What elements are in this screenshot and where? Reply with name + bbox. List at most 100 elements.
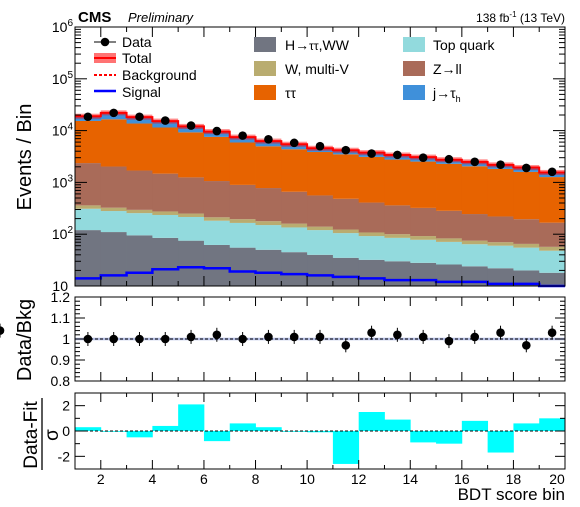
ratio-axes: 0.8 0.9 1 1.1 1.2 (51, 289, 566, 389)
stack-bar-s2-bin10 (307, 226, 334, 231)
stack-bar-s1-bin15 (436, 241, 463, 265)
stack-bar-s4-bin7 (229, 142, 256, 185)
ratio-y-tick-label: 1.2 (51, 289, 71, 305)
stack-bar-s1-bin12 (358, 236, 385, 260)
main-y-tick-label: 104 (52, 122, 74, 139)
stack-bar-s4-bin5 (178, 132, 205, 178)
pull-y-tick-label: 0 (62, 423, 70, 439)
legend-total-label: Total (122, 50, 152, 66)
legend-jtau-prefix: j→ (432, 85, 450, 101)
stack-bar-s0-bin11 (332, 257, 360, 286)
stack-bar-s2-bin15 (436, 238, 463, 242)
ratio-point-bin20 (0, 326, 5, 335)
stack-bar-s1-bin2 (100, 211, 127, 233)
ratio-plot (0, 323, 565, 353)
pull-bar-bin2 (100, 431, 127, 432)
data-point-bin2 (109, 108, 118, 118)
x-tick-label: 14 (402, 471, 418, 487)
stack-bar-s3-bin6 (203, 181, 231, 218)
pull-axes: -2 0 2 2 4 6 8 10 12 14 16 18 20 (58, 392, 566, 487)
stack-bar-s2-bin2 (100, 207, 127, 212)
data-point-bin16 (470, 157, 480, 167)
stack-bar-s2-bin19 (539, 246, 566, 251)
pull-bar-bin11 (332, 431, 360, 464)
main-y-axis-label: Events / Bin (14, 104, 36, 211)
stack-bar-s3-bin19 (539, 222, 566, 247)
ratio-point-bin2 (109, 334, 118, 344)
stack-bar-s3-bin11 (332, 198, 360, 230)
main-y-tick-label: 106 (52, 18, 74, 35)
ratio-point-bin4 (160, 334, 170, 344)
ratio-point-bin12 (367, 328, 376, 338)
pull-bar-bin5 (178, 404, 205, 431)
ratio-point-bin10 (315, 332, 325, 342)
pull-bar-bin4 (152, 425, 179, 431)
pull-bar-bin19 (539, 418, 566, 431)
data-point-bin11 (341, 145, 351, 155)
main-y-tick-base: 10 (52, 174, 68, 190)
stack-bar-s4-bin6 (203, 136, 231, 182)
x-tick-label: 6 (200, 471, 208, 487)
pull-bar-bin18 (513, 423, 540, 431)
ratio-point-bin14 (418, 332, 428, 342)
pull-bar-bin15 (436, 431, 463, 444)
stack-bar-s0-bin5 (178, 240, 205, 286)
stack-bar-s1-bin10 (307, 230, 334, 255)
data-point-bin8 (264, 134, 273, 144)
data-point-bin18 (522, 163, 531, 173)
stack-bar-s4-bin15 (436, 163, 463, 211)
stack-bar-s1-bin7 (229, 222, 256, 248)
stack-bar-s3-bin9 (281, 191, 308, 224)
legend-htt-label: H→ττ,WW (285, 37, 350, 53)
lumi-label: 138 fb-1 (13 TeV) (476, 10, 565, 25)
legend-jtau-tau: τ (450, 85, 456, 101)
stack-bar-s1-bin11 (332, 233, 360, 258)
stack-bar-s3-bin8 (255, 188, 282, 222)
stack-bar-s0-bin6 (203, 244, 231, 286)
stack-bar-s2-bin5 (178, 213, 205, 217)
signal-line (75, 266, 565, 288)
pull-bar-bin7 (229, 423, 256, 431)
stack-bar-s4-bin11 (332, 154, 360, 199)
data-point-bin10 (315, 141, 325, 151)
legend-jtau-sub: h (456, 94, 461, 104)
stack-bar-s3-bin13 (384, 205, 411, 235)
legend-data-marker (100, 37, 110, 47)
stack-bar-s3-bin18 (513, 219, 540, 244)
data-point-bin19 (547, 167, 557, 177)
legend-htt-suffix: ,WW (319, 37, 350, 53)
pull-bar-bin6 (203, 431, 231, 442)
stack-bar-s4-bin8 (255, 146, 282, 189)
stack-bar-s2-bin7 (229, 219, 256, 223)
main-y-tick-base: 10 (52, 278, 68, 294)
data-point-bin12 (367, 149, 376, 158)
stack-bar-s2-bin16 (461, 240, 489, 245)
x-tick-label: 12 (351, 471, 367, 487)
stack-bar-s2-bin12 (358, 232, 385, 237)
stack-bar-s0-bin15 (436, 264, 463, 286)
x-axis-label: BDT score bin (458, 485, 565, 504)
stack-bar-s3-bin5 (178, 177, 205, 214)
pull-bar-bin17 (487, 431, 514, 453)
pull-y-tick-label: 2 (62, 398, 70, 414)
stack-bar-s2-bin9 (281, 223, 308, 228)
ratio-point-bin13 (393, 330, 402, 340)
legend-wmultiv-label: W, multi-V (285, 61, 349, 77)
ratio-point-bin16 (470, 332, 480, 342)
x-tick-label: 4 (148, 471, 156, 487)
stack-bar-s0-bin8 (255, 249, 282, 286)
main-y-tick-label: 105 (52, 70, 74, 87)
main-y-tick-exponent: 2 (67, 225, 73, 236)
x-tick-label: 20 (549, 471, 565, 487)
legend-htt-swatch (254, 37, 276, 52)
ratio-point-bin5 (186, 332, 196, 342)
main-y-tick-exponent: 4 (67, 122, 73, 133)
stack-bar-s3-bin10 (307, 195, 334, 227)
ratio-y-tick-label: 1.1 (51, 310, 71, 326)
stack-bar-s1-bin1 (75, 208, 102, 231)
pull-bar-bin3 (126, 431, 153, 438)
stack-bar-s1-bin19 (539, 250, 566, 273)
legend-wmultiv-swatch (254, 61, 276, 76)
data-point-bin9 (289, 138, 299, 148)
stack-bar-s2-bin4 (152, 211, 179, 215)
